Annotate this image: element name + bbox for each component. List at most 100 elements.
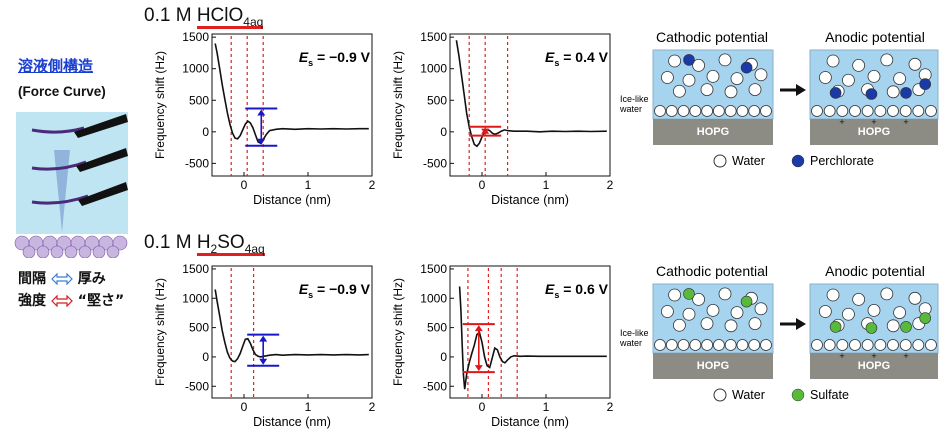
section-heading-jp: 溶液側構造 [18, 57, 94, 75]
water-molecule [760, 339, 772, 351]
water-molecule [701, 105, 714, 117]
arrow-head-down [474, 365, 483, 372]
water-molecule [724, 339, 737, 351]
water-molecule [823, 339, 836, 351]
positive-charge: + [871, 351, 876, 361]
x-tick-label: 1 [305, 178, 312, 192]
water-molecule [886, 85, 900, 99]
water-molecule [692, 59, 705, 72]
water-molecule [712, 105, 725, 117]
potential-label: Es = −0.9 V [299, 281, 371, 300]
water-molecule [748, 105, 761, 117]
y-tick-label: 1500 [182, 30, 209, 44]
ice-like-label: Ice-like [620, 94, 649, 104]
x-axis-label: Distance (nm) [491, 415, 569, 429]
water-molecule [748, 339, 761, 351]
afm-tip-illustration [14, 112, 128, 258]
arrow-head [796, 318, 806, 330]
arrow-head [796, 84, 806, 96]
cathodic-title: Cathodic potential [656, 263, 768, 279]
water-molecule [665, 339, 678, 351]
water-molecule [689, 105, 702, 117]
water-molecule [730, 72, 744, 85]
hopg-substrate [653, 353, 773, 379]
water-molecule [736, 339, 749, 351]
y-tick-label: 1500 [420, 30, 447, 44]
water-molecule [673, 318, 686, 332]
data-line [214, 289, 369, 363]
y-tick-label: -500 [423, 379, 447, 393]
y-tick-label: 500 [189, 93, 209, 107]
ion-molecule [865, 322, 878, 334]
water-molecule [925, 105, 937, 117]
y-tick-label: 0 [202, 350, 209, 364]
water-molecule [836, 105, 849, 117]
section-title-hclo4: 0.1 M HClO4aq [144, 5, 264, 29]
x-tick-label: 0 [241, 178, 248, 192]
hopg-label: HOPG [858, 126, 890, 138]
ion-legend-label: Sulfate [810, 388, 849, 402]
water-molecule [668, 54, 681, 68]
ion-molecule [919, 78, 932, 90]
water-molecule [724, 85, 738, 99]
chart-h2so4-cathodic: 1500 1000 500 0 -500 0 1 2 Distance (nm) Frequenc… [153, 262, 376, 429]
section-prefix: 0.1 M [144, 5, 197, 26]
water-molecule [677, 105, 690, 117]
water-molecule [811, 105, 823, 117]
plot-frame [449, 265, 611, 399]
x-tick-label: 2 [369, 178, 376, 192]
x-tick-label: 2 [607, 400, 614, 414]
chart-hclo4-anodic: 1500 1000 500 0 -500 0 1 2 Distance (nm) Frequenc… [391, 30, 614, 207]
water-molecule [880, 287, 894, 301]
positive-charge: + [839, 351, 844, 361]
water-molecule [682, 307, 696, 321]
chart-hclo4-cathodic: 1500 1000 500 0 -500 0 1 2 Distance (nm) Frequenc… [153, 30, 376, 207]
y-tick-label: 1000 [182, 62, 209, 76]
data-line [455, 40, 607, 148]
water-molecule [818, 305, 832, 318]
force-curve-label: (Force Curve) [18, 84, 106, 99]
y-tick-label: 1000 [420, 291, 447, 305]
water-molecule [712, 339, 725, 351]
water-molecule [818, 71, 832, 84]
ion-legend-icon [791, 154, 805, 168]
water-molecule [748, 83, 762, 96]
water-molecule [724, 105, 737, 117]
water-molecule [654, 339, 666, 351]
plot-frame [211, 33, 373, 177]
water-molecule [811, 339, 823, 351]
water-molecule [668, 288, 681, 302]
water-molecule [682, 73, 696, 87]
y-tick-label: -500 [423, 156, 447, 170]
water-molecule [836, 339, 849, 351]
positive-charge: + [903, 117, 908, 127]
water-molecule [654, 105, 666, 117]
ion-molecule [919, 312, 932, 324]
hopg-label: HOPG [697, 126, 729, 138]
anodic-title: Anodic potential [825, 263, 925, 279]
potential-label: Es = 0.6 V [545, 281, 609, 300]
water-molecule [718, 53, 732, 67]
water-molecule [887, 339, 899, 351]
arrow-head-up [257, 109, 266, 116]
y-tick-label: -500 [185, 379, 209, 393]
arrow-head-down [481, 128, 490, 135]
hopg-label: HOPG [697, 360, 729, 372]
y-tick-label: 1500 [420, 262, 447, 276]
water-legend-label: Water [732, 154, 765, 168]
y-axis-label: Frequency shift (Hz) [391, 278, 405, 386]
anodic-title: Anodic potential [825, 29, 925, 45]
x-tick-label: 1 [543, 400, 550, 414]
water-molecule [701, 339, 714, 351]
data-line [458, 286, 607, 390]
water-molecule [899, 339, 912, 351]
formula-h2so4: H2SO4aq [196, 232, 265, 256]
water-molecule [661, 305, 674, 318]
positive-charge: + [871, 117, 876, 127]
water-molecule [665, 105, 678, 117]
section-title-h2so4: 0.1 M H2SO4aq [144, 232, 265, 256]
ion-molecule [829, 87, 842, 99]
x-tick-label: 0 [241, 400, 248, 414]
potential-label: Es = 0.4 V [545, 49, 609, 68]
water-molecule [760, 105, 772, 117]
